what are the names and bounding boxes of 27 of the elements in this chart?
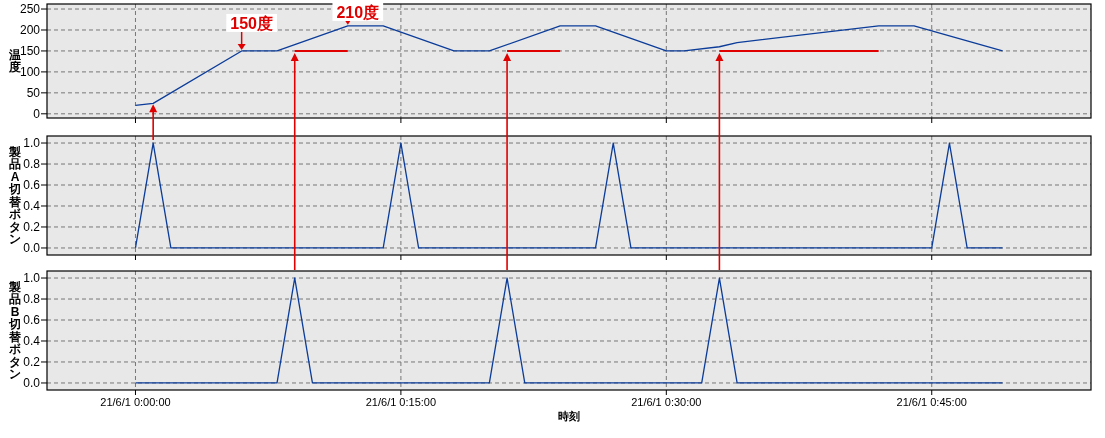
y-tick-label: 0.6 [23, 313, 41, 328]
x-tick-label: 21/6/1 0:30:00 [631, 396, 702, 408]
y-tick-label: 50 [26, 85, 41, 100]
y-tick-label: 200 [19, 22, 41, 37]
annotation: 150度 [230, 13, 273, 32]
y-axis-title: 製品A切替ボタン [8, 144, 22, 247]
y-tick-label: 0.4 [23, 198, 41, 213]
x-axis-title: 時刻 [558, 410, 580, 422]
y-tick-label: 250 [19, 2, 41, 17]
x-tick-label: 21/6/1 0:15:00 [365, 396, 437, 408]
annotation: 210度 [336, 3, 380, 21]
x-tick-label: 21/6/1 0:45:00 [896, 396, 967, 408]
y-tick-label: 0.4 [23, 333, 41, 348]
y-tick-label: 150 [19, 43, 41, 58]
y-tick-label: 1.0 [23, 271, 41, 286]
y-tick-label: 0.2 [23, 354, 41, 369]
y-axis-title: 製品B切替ボタン [8, 279, 22, 382]
y-tick-label: 1.0 [23, 136, 41, 151]
x-tick-label: 21/6/1 0:00:00 [100, 396, 171, 408]
y-axis-title: 温度 [8, 47, 21, 75]
y-tick-label: 0.8 [23, 292, 41, 307]
y-tick-label: 0.2 [23, 219, 41, 234]
y-tick-label: 0.8 [23, 157, 41, 172]
y-tick-label: 0.0 [23, 375, 41, 390]
y-tick-label: 0.0 [23, 240, 41, 255]
y-tick-label: 0.6 [23, 178, 41, 193]
y-tick-label: 0 [33, 106, 41, 121]
